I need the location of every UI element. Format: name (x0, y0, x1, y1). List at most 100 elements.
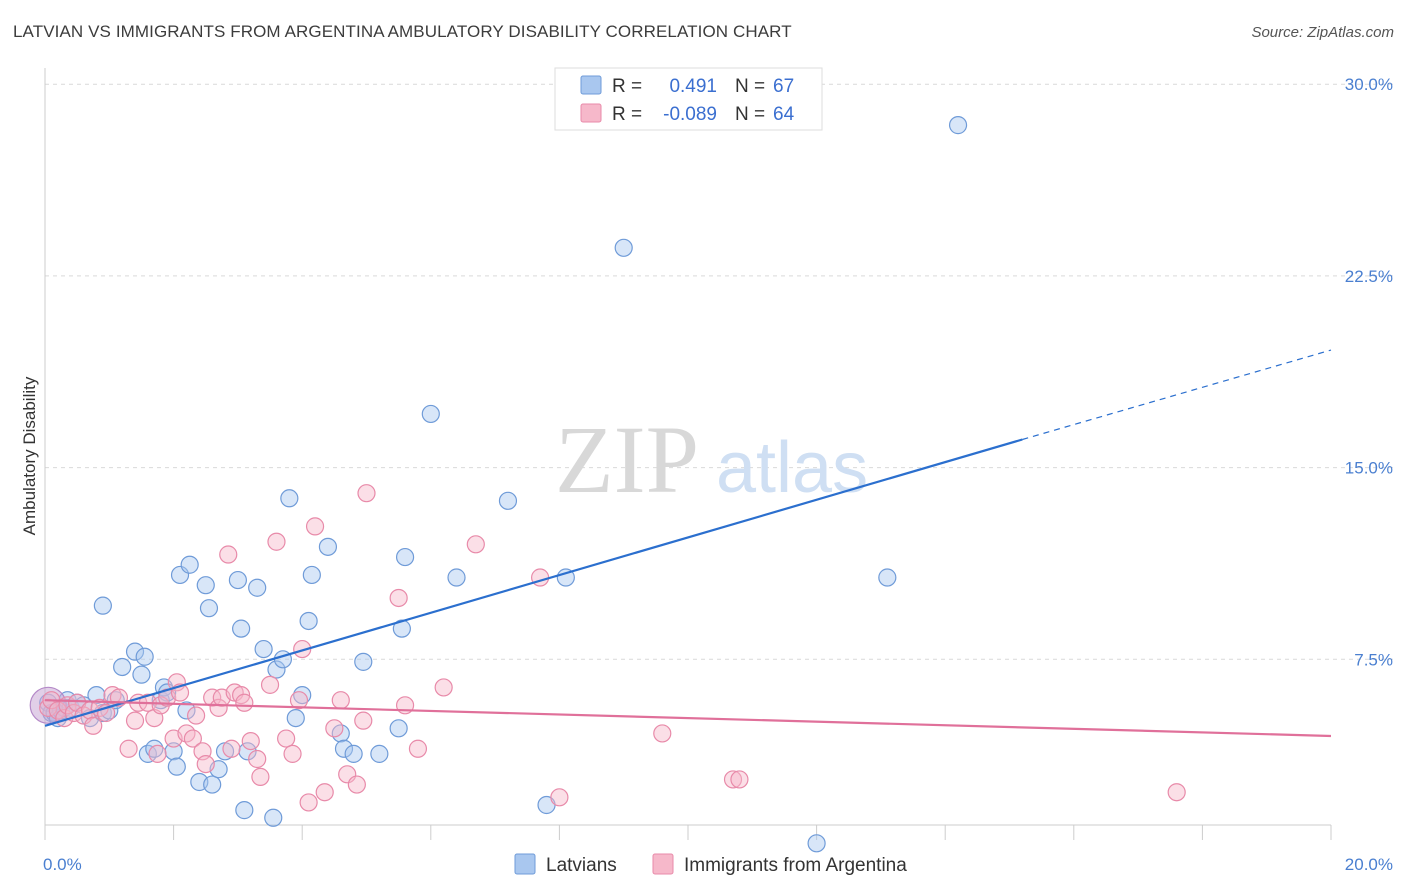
argentina-point-50 (325, 719, 344, 738)
argentina-point-53 (347, 775, 366, 794)
x-tick-label-0: 0.0% (43, 855, 82, 874)
argentina-point-64 (723, 770, 743, 789)
argentina-point-39 (248, 749, 267, 769)
argentina-point-55 (357, 484, 376, 503)
top-legend: R = 0.491 N = 67 R = -0.089 N = 64 (554, 67, 823, 131)
latvian-point-55 (370, 744, 389, 763)
legend-r-value-2: -0.089 (663, 104, 717, 125)
latvian-point-31 (196, 576, 215, 595)
y-tick-label-2: 22.5% (1345, 267, 1393, 286)
latvian-point-54 (354, 652, 373, 671)
latvian-point-29 (180, 555, 199, 574)
trend-lines (44, 349, 1332, 738)
latvian-point-43 (267, 660, 286, 679)
argentina-point-45 (289, 691, 309, 710)
legend-n-label-2: N = (735, 104, 765, 125)
x-tick-labels: 0.0% 20.0% (43, 855, 1393, 874)
latvian-point-18 (132, 665, 151, 684)
argentina-point-31 (209, 698, 228, 717)
y-axis-label: Ambulatory Disability (20, 376, 39, 535)
latvian-point-66 (878, 568, 897, 587)
latvian-point-56 (389, 719, 408, 738)
argentina-point-27 (187, 706, 206, 725)
argentina-point-30 (203, 688, 222, 707)
argentina-point-48 (305, 517, 325, 536)
argentina-point-14 (119, 739, 138, 758)
latvian-point-42 (264, 808, 283, 827)
latvian-point-33 (203, 775, 222, 794)
bottom-legend-argentina-label: Immigrants from Argentina (684, 855, 907, 876)
latvian-point-16 (113, 657, 132, 677)
latvian-point-37 (232, 619, 251, 638)
latvian-point-61 (498, 491, 518, 510)
latvian-point-45 (280, 489, 299, 508)
argentina-point-26 (183, 729, 202, 748)
argentina-point-65 (730, 770, 749, 789)
latvian-point-59 (421, 404, 440, 424)
y-tick-label-3: 30.0% (1345, 75, 1393, 94)
legend-r-label-1: R = (612, 76, 642, 97)
watermark-zip: ZIP (555, 406, 699, 513)
argentina-point-47 (299, 793, 318, 812)
argentina-point-51 (331, 691, 350, 710)
argentina-point-58 (408, 739, 428, 758)
argentina-point-19 (148, 744, 167, 763)
latvian-point-53 (344, 744, 363, 763)
argentina-point-43 (277, 729, 296, 748)
y-tick-labels: 7.5% 15.0% 22.5% 30.0% (1345, 75, 1393, 669)
legend-r-value-1: 0.491 (669, 76, 717, 97)
latvian-point-49 (302, 565, 321, 585)
latvian-point-32 (199, 599, 219, 618)
y-tick-label-1: 15.0% (1345, 459, 1393, 478)
argentina-point-41 (260, 675, 280, 694)
bottom-legend-latvians-swatch (514, 853, 536, 875)
chart-title: LATVIAN VS IMMIGRANTS FROM ARGENTINA AMB… (13, 22, 792, 41)
argentina-point-59 (434, 678, 453, 697)
latvian-point-52 (334, 739, 354, 758)
argentina-point-29 (196, 754, 215, 774)
bottom-legend-latvians-label: Latvians (546, 855, 617, 876)
legend-n-value-2: 64 (773, 104, 795, 125)
latvian-point-40 (248, 578, 267, 597)
argentina-trend-line (44, 699, 1332, 738)
latvians-trend-line (44, 438, 1023, 727)
latvian-point-26 (167, 757, 186, 776)
latvian-point-63 (556, 568, 575, 587)
bottom-legend: Latvians Immigrants from Argentina (514, 853, 907, 876)
argentina-point-54 (354, 711, 373, 730)
argentina-point-66 (1167, 783, 1186, 802)
argentina-points (39, 484, 1186, 812)
latvian-point-50 (318, 537, 338, 556)
latvian-point-67 (948, 116, 968, 135)
argentina-point-15 (125, 711, 145, 730)
gridlines (45, 83, 1393, 660)
argentina-point-42 (267, 532, 286, 551)
y-tick-label-0: 7.5% (1354, 650, 1393, 669)
latvian-point-15 (93, 596, 112, 615)
latvian-point-36 (228, 570, 247, 590)
latvian-point-65 (807, 834, 826, 853)
latvian-point-47 (293, 685, 312, 705)
watermark-atlas: atlas (716, 428, 868, 508)
argentina-point-38 (241, 731, 260, 751)
latvian-point-19 (135, 647, 154, 666)
latvian-point-60 (447, 568, 466, 587)
legend-n-label-1: N = (735, 76, 765, 97)
latvian-point-38 (235, 801, 254, 820)
argentina-point-56 (389, 588, 408, 608)
latvian-point-28 (177, 701, 196, 720)
latvian-point-41 (254, 639, 273, 659)
argentina-point-34 (222, 739, 241, 758)
argentina-point-60 (466, 535, 485, 554)
bottom-legend-argentina-swatch (652, 853, 674, 875)
argentina-point-49 (315, 783, 334, 802)
latvian-point-46 (286, 708, 305, 728)
x-tick-label-1: 20.0% (1345, 855, 1393, 874)
argentina-point-40 (251, 767, 270, 786)
argentina-point-62 (550, 788, 569, 807)
latvian-point-17 (125, 642, 145, 661)
latvians-points (29, 116, 968, 853)
latvian-point-58 (395, 547, 415, 567)
argentina-point-44 (283, 744, 302, 763)
